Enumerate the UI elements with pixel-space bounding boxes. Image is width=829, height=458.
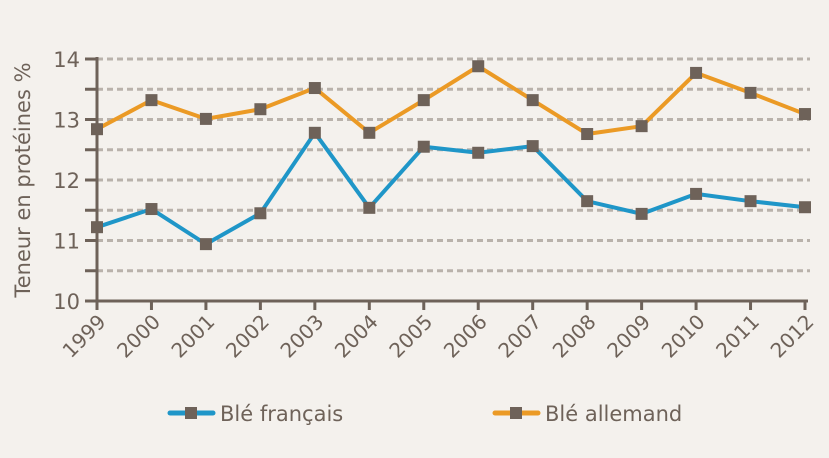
- data-point: [363, 201, 376, 214]
- data-point: [254, 207, 267, 220]
- data-point: [635, 207, 648, 220]
- y-tick-label: 13: [53, 109, 80, 133]
- x-tick-label: 2007: [493, 310, 546, 363]
- x-tick-label: 2009: [602, 310, 655, 363]
- data-point: [799, 201, 811, 214]
- data-point: [91, 221, 103, 234]
- data-point: [417, 140, 430, 153]
- data-point: [199, 112, 212, 125]
- x-tick-label: 2000: [112, 310, 165, 363]
- y-tick-label: 14: [53, 48, 80, 72]
- y-axis-label: Teneur en protéines %: [11, 62, 35, 298]
- x-tick-label: 2001: [166, 310, 219, 363]
- y-tick-label: 11: [53, 230, 80, 254]
- data-point: [799, 108, 811, 121]
- series-line-0: [96, 130, 806, 247]
- data-point: [199, 238, 212, 251]
- data-point: [744, 86, 757, 99]
- legend-swatch-marker: [185, 407, 197, 419]
- series-line-1: [96, 64, 806, 137]
- x-tick-label: 2006: [439, 310, 492, 363]
- data-point: [472, 60, 485, 73]
- data-point: [526, 94, 539, 107]
- data-point: [526, 140, 539, 153]
- data-point: [254, 103, 267, 116]
- data-point: [690, 66, 703, 79]
- y-tick-label: 10: [53, 290, 80, 314]
- x-tick-label: 2003: [275, 310, 328, 363]
- gridlines: [97, 57, 810, 273]
- x-tick-label: 2011: [711, 310, 764, 363]
- data-point: [472, 146, 485, 159]
- x-tick-label: 1999: [58, 310, 111, 363]
- y-tick-label: 12: [53, 169, 80, 193]
- x-tick-label: 2010: [657, 310, 710, 363]
- data-point: [744, 195, 757, 208]
- data-point: [308, 126, 321, 139]
- legend-label: Blé français: [220, 402, 343, 426]
- x-tick-label: 2012: [766, 310, 819, 363]
- series: [91, 60, 811, 251]
- data-point: [363, 126, 376, 139]
- legend-label: Blé allemand: [545, 402, 682, 426]
- data-point: [417, 94, 430, 107]
- data-point: [145, 94, 158, 107]
- data-point: [690, 187, 703, 200]
- data-point: [635, 120, 648, 133]
- x-tick-label: 2002: [221, 310, 274, 363]
- x-tick-label: 2005: [384, 310, 437, 363]
- data-point: [308, 82, 321, 95]
- data-point: [145, 203, 158, 216]
- x-tick-label: 2004: [330, 310, 383, 363]
- legend-swatch-marker: [510, 407, 522, 419]
- legend: Blé français Blé allemand: [167, 402, 682, 426]
- data-point: [581, 128, 594, 141]
- x-tick-label: 2008: [548, 310, 601, 363]
- data-point: [91, 123, 103, 136]
- data-point: [581, 195, 594, 208]
